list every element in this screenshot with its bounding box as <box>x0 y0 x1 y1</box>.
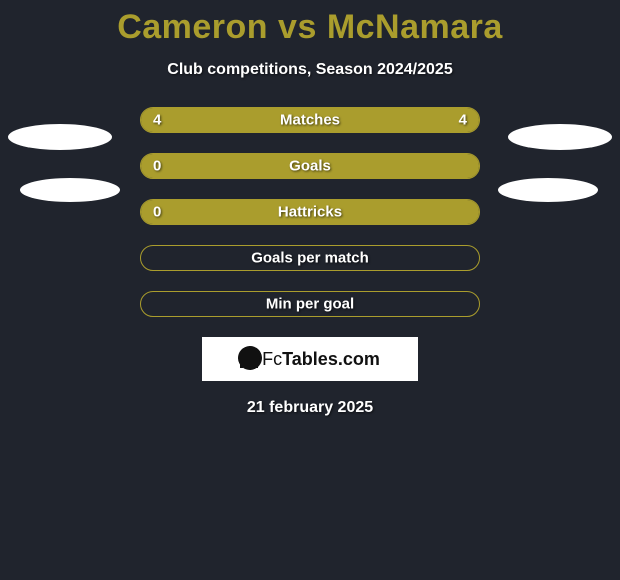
value-left: 0 <box>153 158 161 175</box>
stat-row: Min per goal <box>140 291 480 317</box>
fill-right <box>310 108 479 132</box>
deco-ellipse <box>20 178 120 202</box>
deco-ellipse <box>508 124 612 150</box>
page-title: Cameron vs McNamara <box>0 0 620 47</box>
stat-row: 0Hattricks <box>140 199 480 225</box>
row-label: Min per goal <box>141 296 479 313</box>
fill-left <box>141 108 310 132</box>
bars-icon <box>240 350 258 368</box>
date-text: 21 february 2025 <box>0 399 620 417</box>
stats-rows: 44Matches0Goals0HattricksGoals per match… <box>140 107 480 317</box>
value-right: 4 <box>459 112 467 129</box>
row-label: Goals per match <box>141 250 479 267</box>
logo-box: FcTables.com <box>202 337 418 381</box>
stat-row: 44Matches <box>140 107 480 133</box>
fill-left <box>141 200 479 224</box>
stat-row: Goals per match <box>140 245 480 271</box>
fill-left <box>141 154 479 178</box>
deco-ellipse <box>498 178 598 202</box>
deco-ellipse <box>8 124 112 150</box>
subtitle: Club competitions, Season 2024/2025 <box>0 61 620 79</box>
player2-name: McNamara <box>327 8 503 46</box>
value-left: 0 <box>153 204 161 221</box>
stat-row: 0Goals <box>140 153 480 179</box>
value-left: 4 <box>153 112 161 129</box>
logo-rest: Tables.com <box>282 349 380 370</box>
vs-text: vs <box>278 8 317 46</box>
player1-name: Cameron <box>117 8 268 46</box>
logo-text: FcTables.com <box>240 349 380 370</box>
logo-fc: Fc <box>262 349 282 370</box>
